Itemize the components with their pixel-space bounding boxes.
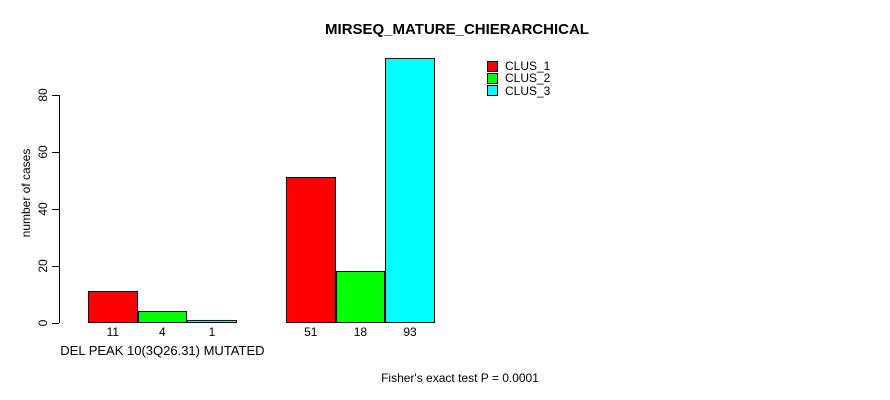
y-axis-line	[59, 94, 60, 324]
x-group-label: DEL PEAK 10(3Q26.31) MUTATED	[60, 343, 265, 358]
y-tick	[52, 265, 59, 267]
y-tick	[52, 322, 59, 324]
bar-value-label: 18	[353, 325, 368, 339]
legend-label: CLUS_2	[505, 71, 551, 86]
bar-clus_1-group1	[88, 291, 138, 324]
y-tick-label: 40	[36, 202, 50, 216]
legend-label: CLUS_1	[505, 59, 551, 74]
y-tick-label: 60	[36, 145, 50, 159]
bar-value-label: 93	[403, 325, 417, 339]
bar-clus_2-group1	[137, 311, 188, 324]
bar-clus_3-group1	[187, 319, 237, 324]
chart-title: MIRSEQ_MATURE_CHIERARCHICAL	[325, 21, 589, 38]
legend-item-clus_1: CLUS_1	[487, 59, 551, 74]
y-tick	[52, 208, 59, 210]
y-tick-label: 80	[36, 88, 50, 103]
y-tick	[52, 151, 59, 153]
legend-swatch-icon	[487, 72, 498, 84]
bar-value-label: 4	[159, 325, 166, 339]
y-tick-label: 20	[36, 259, 50, 273]
legend-label: CLUS_3	[505, 83, 551, 98]
y-tick-label: 0	[36, 319, 50, 327]
bar-value-label: 51	[304, 325, 318, 339]
bar-clus_1-group2	[286, 177, 336, 324]
y-axis-label: number of cases	[19, 148, 33, 238]
legend-item-clus_2: CLUS_2	[487, 71, 551, 86]
legend-swatch-icon	[487, 60, 498, 72]
fisher-test-annotation: Fisher's exact test P = 0.0001	[381, 371, 539, 385]
bar-value-label: 11	[106, 325, 120, 339]
bar-clus_2-group2	[335, 271, 386, 324]
legend-swatch-icon	[487, 85, 498, 97]
y-tick	[52, 94, 59, 96]
legend-item-clus_3: CLUS_3	[487, 83, 551, 98]
bar-clus_3-group2	[385, 57, 435, 324]
legend: CLUS_1 CLUS_2 CLUS_3	[487, 59, 551, 98]
bar-value-label: 1	[208, 325, 216, 339]
